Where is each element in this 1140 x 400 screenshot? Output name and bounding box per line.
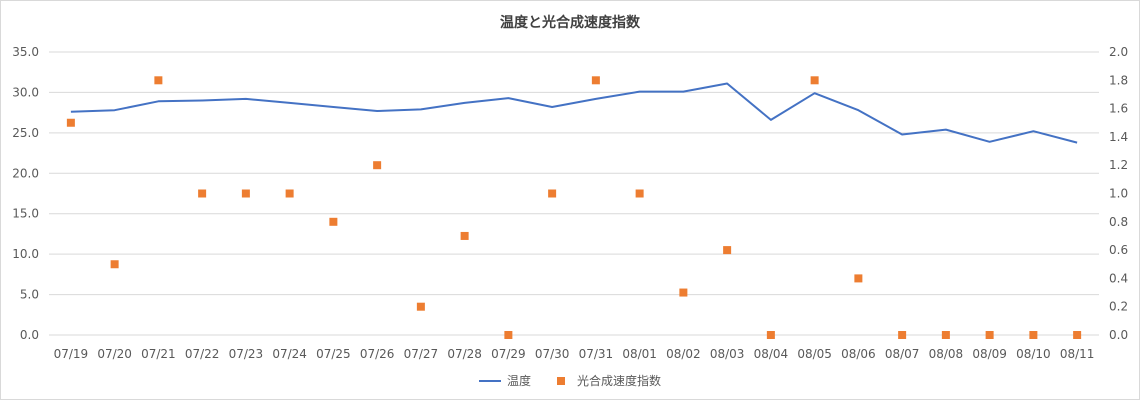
x-tick-label: 07/26 xyxy=(360,347,395,361)
photosynthesis-marker xyxy=(241,189,250,198)
x-axis: 07/19 07/20 07/21 07/22 07/23 07/24 07/25 07/26… xyxy=(54,347,1095,361)
right-tick-label: 0.8 xyxy=(1109,215,1128,229)
right-tick-label: 1.0 xyxy=(1109,187,1128,201)
legend: 温度 光合成速度指数 xyxy=(479,373,661,388)
legend-square-swatch xyxy=(557,377,565,385)
temperature-line xyxy=(70,82,1078,144)
x-tick-label: 08/09 xyxy=(972,347,1007,361)
photosynthesis-marker xyxy=(635,189,644,198)
photosynthesis-marker xyxy=(810,76,819,85)
chart-title: 温度と光合成速度指数 xyxy=(500,14,641,31)
x-tick-label: 08/02 xyxy=(666,347,701,361)
x-tick-label: 08/11 xyxy=(1060,347,1095,361)
x-tick-label: 08/08 xyxy=(929,347,964,361)
right-tick-label: 0.0 xyxy=(1109,328,1128,342)
x-tick-label: 07/23 xyxy=(229,347,264,361)
x-tick-label: 08/10 xyxy=(1016,347,1051,361)
photosynthesis-marker xyxy=(898,331,907,339)
right-axis: 0.0 0.2 0.4 0.6 0.8 1.0 1.2 1.4 1.6 1.8 2.0 xyxy=(1109,45,1128,342)
photosynthesis-marker xyxy=(766,331,775,339)
right-tick-label: 0.4 xyxy=(1109,271,1128,285)
photosynthesis-marker xyxy=(985,331,994,339)
legend-photosynthesis-label: 光合成速度指数 xyxy=(577,373,661,388)
left-tick-label: 15.0 xyxy=(12,207,39,221)
x-tick-label: 07/27 xyxy=(404,347,439,361)
x-tick-label: 08/01 xyxy=(622,347,657,361)
x-tick-label: 07/24 xyxy=(272,347,307,361)
photosynthesis-marker xyxy=(854,274,863,283)
left-tick-label: 0.0 xyxy=(20,328,39,342)
temperature-series xyxy=(70,82,1078,144)
photosynthesis-marker xyxy=(1029,331,1038,339)
photosynthesis-marker xyxy=(285,189,294,198)
photosynthesis-marker xyxy=(941,331,950,339)
left-tick-label: 20.0 xyxy=(12,166,39,180)
right-tick-label: 0.2 xyxy=(1109,300,1128,314)
grid-lines xyxy=(49,51,1099,336)
photosynthesis-marker xyxy=(504,331,513,339)
photosynthesis-marker xyxy=(110,260,119,269)
right-tick-label: 1.8 xyxy=(1109,73,1128,87)
left-axis: 0.0 5.0 10.0 15.0 20.0 25.0 30.0 35.0 xyxy=(12,45,39,342)
x-tick-label: 07/20 xyxy=(97,347,132,361)
x-tick-label: 07/31 xyxy=(579,347,614,361)
x-tick-label: 07/29 xyxy=(491,347,526,361)
left-tick-label: 25.0 xyxy=(12,126,39,140)
x-tick-label: 07/28 xyxy=(447,347,482,361)
photosynthesis-marker xyxy=(460,231,469,240)
right-tick-label: 1.4 xyxy=(1109,130,1128,144)
x-tick-label: 08/03 xyxy=(710,347,745,361)
x-tick-label: 07/19 xyxy=(54,347,89,361)
left-tick-label: 10.0 xyxy=(12,247,39,261)
x-tick-label: 08/04 xyxy=(754,347,789,361)
x-tick-label: 08/07 xyxy=(885,347,920,361)
photosynthesis-marker xyxy=(66,118,75,127)
left-tick-label: 35.0 xyxy=(12,45,39,59)
photosynthesis-marker xyxy=(416,302,425,311)
left-tick-label: 5.0 xyxy=(20,288,39,302)
photosynthesis-marker xyxy=(198,189,207,198)
x-tick-label: 07/25 xyxy=(316,347,351,361)
photosynthesis-marker xyxy=(723,246,732,255)
right-tick-label: 1.6 xyxy=(1109,102,1128,116)
right-tick-label: 1.2 xyxy=(1109,158,1128,172)
photosynthesis-marker xyxy=(373,161,382,170)
photosynthesis-marker xyxy=(679,288,688,297)
x-tick-label: 07/21 xyxy=(141,347,176,361)
photosynthesis-marker xyxy=(329,217,338,226)
x-tick-label: 08/06 xyxy=(841,347,876,361)
x-tick-label: 07/30 xyxy=(535,347,570,361)
photosynthesis-marker xyxy=(548,189,557,198)
photosynthesis-marker xyxy=(1073,331,1082,339)
photosynthesis-marker xyxy=(591,76,600,85)
x-tick-label: 07/22 xyxy=(185,347,220,361)
x-tick-label: 08/05 xyxy=(797,347,832,361)
left-tick-label: 30.0 xyxy=(12,85,39,99)
photosynthesis-series xyxy=(66,76,1082,339)
right-tick-label: 2.0 xyxy=(1109,45,1128,59)
photosynthesis-marker xyxy=(154,76,163,85)
right-tick-label: 0.6 xyxy=(1109,243,1128,257)
legend-temperature-label: 温度 xyxy=(507,373,531,388)
